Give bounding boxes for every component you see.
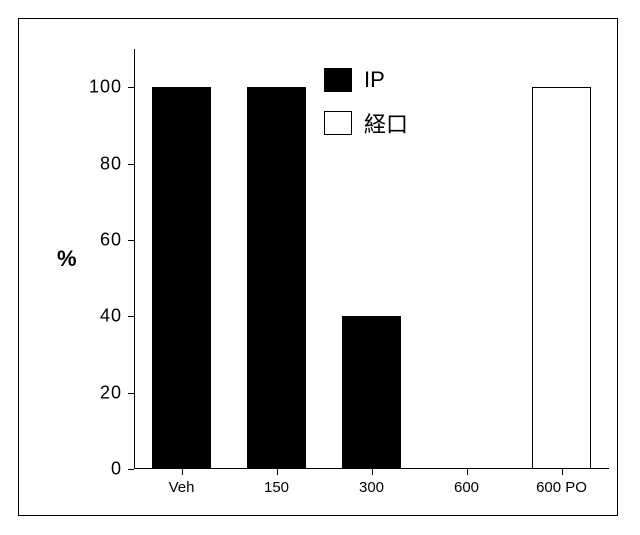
y-tick-label: 0 (78, 459, 122, 480)
legend-swatch (324, 111, 352, 135)
y-tick-label: 80 (78, 153, 122, 174)
legend-item: IP (324, 67, 408, 93)
y-tick (128, 469, 134, 470)
x-tick (562, 469, 563, 475)
legend-swatch (324, 68, 352, 92)
x-tick-label: Veh (169, 479, 195, 496)
bar (342, 316, 401, 469)
y-tick (128, 316, 134, 317)
bar (152, 87, 211, 469)
x-tick (467, 469, 468, 475)
legend-item: 経口 (324, 107, 408, 139)
y-tick-label: 40 (78, 306, 122, 327)
legend-label: 経口 (364, 107, 408, 139)
y-tick (128, 87, 134, 88)
legend-label: IP (364, 67, 385, 93)
y-tick-label: 60 (78, 229, 122, 250)
x-tick (182, 469, 183, 475)
chart-container: 0 20 40 60 80 100 Veh 150 300 600 600 PO % IP 経口 (18, 18, 618, 516)
bar (247, 87, 306, 469)
bar (532, 87, 591, 469)
x-tick (372, 469, 373, 475)
x-tick-label: 600 PO (536, 479, 587, 496)
y-axis-label: % (57, 246, 78, 272)
x-tick-label: 150 (264, 479, 289, 496)
x-tick-label: 600 (454, 479, 479, 496)
y-tick-label: 100 (78, 77, 122, 98)
y-tick (128, 164, 134, 165)
x-tick-label: 300 (359, 479, 384, 496)
y-axis-line (134, 49, 135, 469)
legend: IP 経口 (324, 67, 408, 139)
x-tick (277, 469, 278, 475)
y-tick (128, 393, 134, 394)
y-tick-label: 20 (78, 382, 122, 403)
y-tick (128, 240, 134, 241)
